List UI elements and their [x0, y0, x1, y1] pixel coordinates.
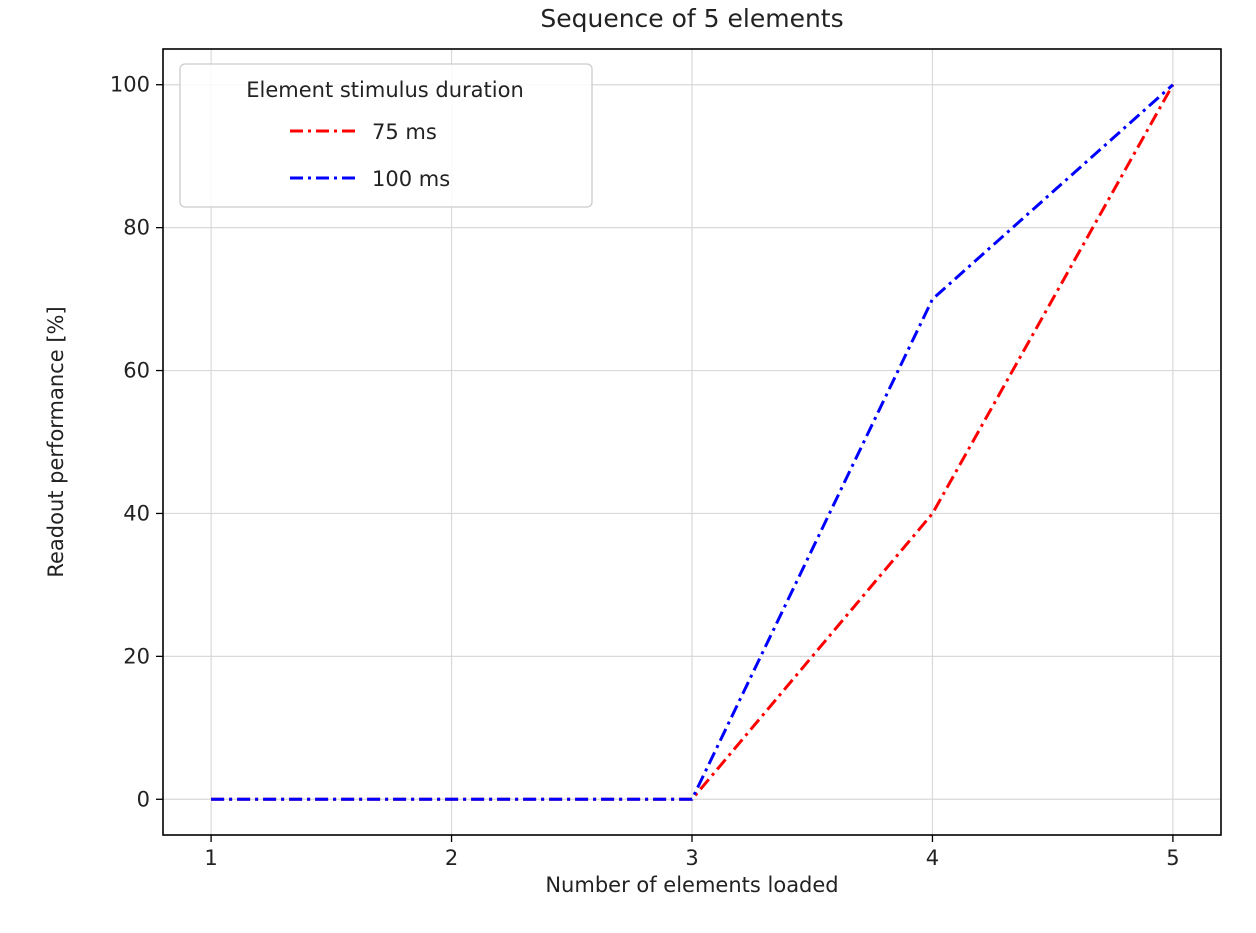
y-tick-label: 100: [110, 73, 150, 97]
y-tick-label: 0: [137, 787, 150, 811]
legend-label-75ms: 75 ms: [372, 120, 437, 144]
legend-box: [179, 63, 593, 208]
legend: Element stimulus duration 75 ms 100 ms: [179, 63, 593, 208]
y-tick-label: 20: [123, 644, 150, 668]
chart-title: Sequence of 5 elements: [540, 4, 843, 33]
x-axis-label: Number of elements loaded: [545, 873, 838, 897]
x-tick-label: 1: [204, 846, 217, 870]
x-axis: 1 2 3 4 5: [204, 835, 1180, 870]
x-tick-label: 2: [445, 846, 458, 870]
series-lines: [211, 83, 1175, 801]
y-axis: 0 20 40 60 80 100: [110, 73, 163, 811]
y-tick-label: 60: [123, 359, 150, 383]
y-axis-label: Readout performance [%]: [44, 306, 68, 577]
x-tick-label: 4: [926, 846, 939, 870]
legend-title: Element stimulus duration: [246, 78, 524, 102]
x-tick-label: 5: [1166, 846, 1179, 870]
x-tick-label: 3: [685, 846, 698, 870]
y-tick-label: 40: [123, 501, 150, 525]
y-tick-label: 80: [123, 216, 150, 240]
legend-label-100ms: 100 ms: [372, 167, 450, 191]
series-line-100ms: [211, 83, 1174, 801]
